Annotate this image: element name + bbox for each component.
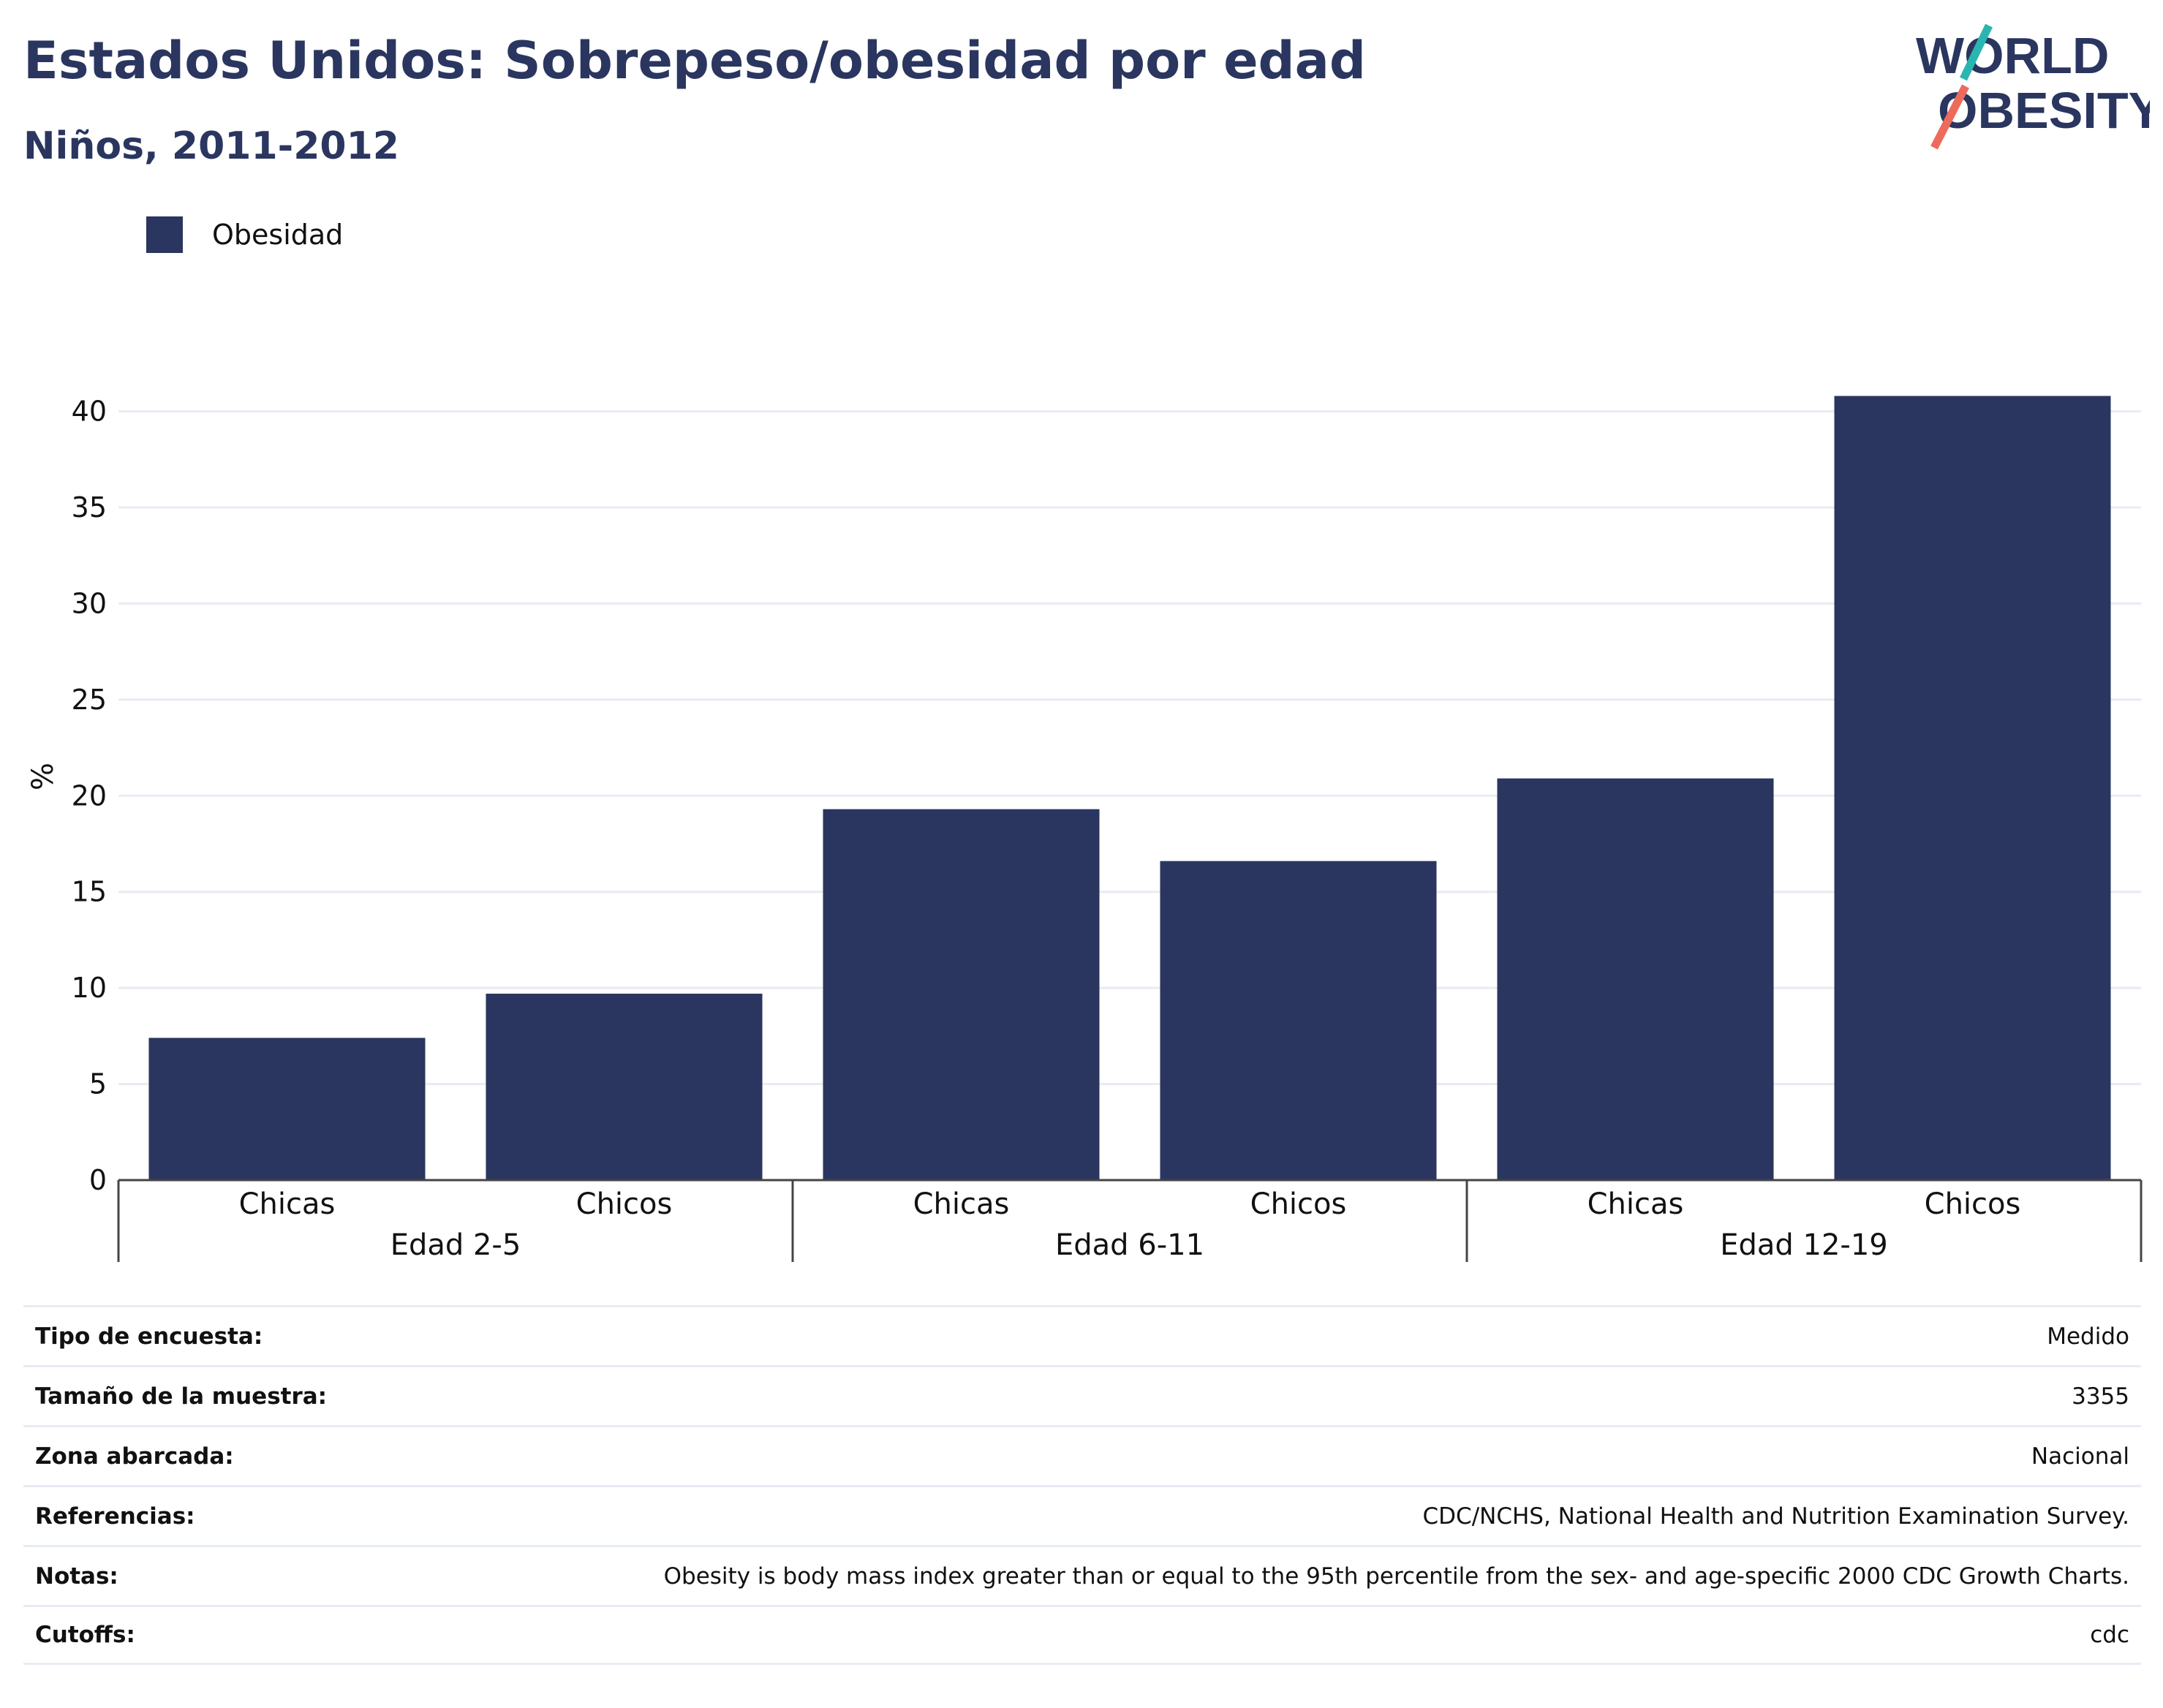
y-tick-label: 10	[72, 972, 107, 1004]
info-label: Notas:	[35, 1562, 118, 1590]
x-tick-label: Chicas	[239, 1187, 336, 1221]
y-tick-label: 35	[72, 491, 107, 524]
logo-text-obesity: OBESITY	[1938, 82, 2150, 139]
info-value: Medido	[2047, 1323, 2129, 1350]
info-table: Tipo de encuesta: Medido Tamaño de la mues…	[23, 1305, 2141, 1665]
y-tick-label: 25	[72, 684, 107, 716]
y-tick-label: 15	[72, 876, 107, 908]
info-row: Cutoffs: cdc	[23, 1605, 2141, 1665]
info-value: CDC/NCHS, National Health and Nutrition …	[1422, 1503, 2129, 1530]
logo-slash-teal	[1960, 23, 1993, 81]
y-tick-label: 0	[89, 1164, 107, 1196]
x-tick-label: Chicos	[576, 1187, 673, 1221]
y-tick-label: 5	[89, 1068, 107, 1100]
group-label: Edad 2-5	[390, 1228, 521, 1262]
logo-text-world: WORLD	[1916, 27, 2109, 84]
bar	[486, 994, 763, 1180]
info-label: Tamaño de la muestra:	[35, 1383, 328, 1410]
info-label: Cutoffs:	[35, 1622, 135, 1648]
x-tick-label: Chicas	[913, 1187, 1010, 1221]
x-tick-label: Chicos	[1250, 1187, 1347, 1221]
world-obesity-logo: WORLD OBESITY	[1916, 23, 2150, 150]
bar	[148, 1038, 426, 1180]
y-tick-label: 40	[72, 396, 107, 428]
bar	[1160, 861, 1437, 1180]
x-tick-label: Chicas	[1588, 1187, 1684, 1221]
bar	[1497, 778, 1774, 1180]
info-row: Tipo de encuesta: Medido	[23, 1305, 2141, 1365]
x-tick-label: Chicos	[1925, 1187, 2021, 1221]
bar-chart: 0 5 10 15 20 25 30 35 40% Chicas Chicos Chicas Chico…	[26, 396, 2143, 1262]
info-label: Zona abarcada:	[35, 1443, 234, 1470]
info-value: 3355	[2072, 1383, 2129, 1410]
info-value: Nacional	[2031, 1443, 2129, 1470]
legend-label: Obesidad	[212, 219, 344, 251]
group-label: Edad 12-19	[1720, 1228, 1888, 1262]
y-tick-label: 20	[72, 779, 107, 812]
y-axis-label: %	[26, 763, 60, 790]
info-row: Zona abarcada: Nacional	[23, 1425, 2141, 1485]
info-value: cdc	[2090, 1622, 2129, 1648]
legend: Obesidad	[146, 216, 343, 253]
bar	[1834, 396, 2111, 1180]
group-label: Edad 6-11	[1055, 1228, 1204, 1262]
info-label: Tipo de encuesta:	[35, 1323, 263, 1350]
info-row: Notas: Obesity is body mass index greater…	[23, 1545, 2141, 1605]
chart-subtitle: Niños, 2011-2012	[23, 124, 399, 168]
logo-slash-coral	[1930, 84, 1969, 150]
y-tick-label: 30	[72, 587, 107, 619]
info-value: Obesity is body mass index greater than …	[663, 1562, 2129, 1590]
info-label: Referencias:	[35, 1503, 195, 1530]
bar	[823, 809, 1100, 1180]
info-row: Tamaño de la muestra: 3355	[23, 1365, 2141, 1425]
info-row: Referencias: CDC/NCHS, National Health an…	[23, 1485, 2141, 1545]
legend-swatch	[146, 216, 183, 253]
chart-title: Estados Unidos: Sobrepeso/obesidad por e…	[23, 31, 1366, 91]
